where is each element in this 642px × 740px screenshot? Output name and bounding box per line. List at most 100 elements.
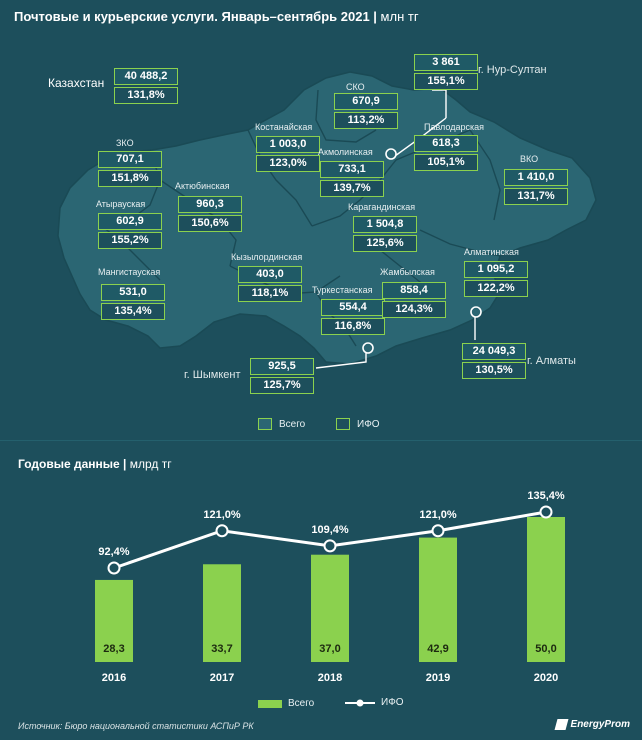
region-ifo: 151,8% — [98, 170, 162, 187]
chart-legend-ifo: ИФО — [345, 697, 404, 708]
page-title: Почтовые и курьерские услуги. Январь–сен… — [14, 9, 419, 24]
region-name-vko: ВКО — [520, 154, 539, 164]
city-name-nur-sultan: г. Нур-Султан — [478, 64, 547, 76]
region-name-turkestan: Туркестанская — [312, 285, 373, 295]
region-name-pavlodar: Павлодарская — [424, 122, 484, 132]
brand-name: EnergyProm — [570, 719, 630, 731]
city-value: 24 049,3 — [462, 343, 526, 360]
legend-swatch-ifo — [336, 418, 351, 430]
ifo-point — [323, 539, 337, 553]
ifo-point — [215, 524, 229, 538]
region-value: 1 410,0 — [504, 169, 568, 186]
region-box-kostanay: 1 003,0 123,0% — [256, 136, 320, 172]
region-ifo: 131,7% — [504, 188, 568, 205]
kazakhstan-ifo: 131,8% — [114, 87, 178, 104]
region-box-zko: 707,1 151,8% — [98, 151, 162, 187]
region-box-vko: 1 410,0 131,7% — [504, 169, 568, 205]
annual-title-unit: млрд тг — [129, 457, 172, 471]
city-name-shymkent: г. Шымкент — [184, 369, 241, 381]
chart-legend-total: Всего — [258, 698, 314, 709]
region-value: 403,0 — [238, 266, 302, 283]
region-name-zko: ЗКО — [116, 138, 134, 148]
region-value: 602,9 — [98, 213, 162, 230]
region-name-kostanay: Костанайская — [255, 122, 313, 132]
bar-value-label: 33,7 — [211, 643, 232, 655]
region-box-mangistau: 531,0 135,4% — [101, 284, 165, 320]
region-value: 733,1 — [320, 161, 384, 178]
region-ifo: 122,2% — [464, 280, 528, 297]
bar-2020 — [527, 517, 565, 662]
ifo-point — [107, 561, 121, 575]
city-box-nur-sultan: 3 861 155,1% — [414, 54, 478, 90]
nur-sultan-marker — [385, 148, 397, 160]
region-ifo: 118,1% — [238, 285, 302, 302]
x-tick-label: 2020 — [534, 672, 558, 684]
annual-title-separator: | — [123, 457, 130, 471]
region-ifo: 113,2% — [334, 112, 398, 129]
bar-value-label: 50,0 — [535, 643, 556, 655]
region-name-karaganda: Карагандинская — [348, 202, 416, 212]
region-box-aktobe: 960,3 150,6% — [178, 196, 242, 232]
region-ifo: 116,8% — [321, 318, 385, 335]
region-box-turkestan: 554,4 116,8% — [321, 299, 385, 335]
almaty-marker — [470, 306, 482, 318]
region-value: 960,3 — [178, 196, 242, 213]
kazakhstan-map: Казахстан 40 488,2 131,8% ЗКО 707,1 151,… — [0, 30, 642, 430]
brand-logo-icon — [554, 719, 569, 730]
region-name-zhambyl: Жамбылская — [380, 267, 435, 277]
ifo-value-label: 121,0% — [203, 509, 241, 521]
map-legend-ifo-label: ИФО — [357, 418, 380, 430]
ifo-point — [431, 524, 445, 538]
legend-bar-swatch — [258, 699, 282, 708]
region-value: 1 095,2 — [464, 261, 528, 278]
title-separator: | — [373, 9, 381, 24]
shymkent-marker — [362, 342, 374, 354]
region-box-kyzylorda: 403,0 118,1% — [238, 266, 302, 302]
chart-legend-ifo-label: ИФО — [381, 697, 404, 708]
kazakhstan-label: Казахстан — [48, 76, 105, 90]
section-divider — [0, 440, 642, 441]
region-name-mangistau: Мангистауская — [98, 267, 161, 277]
chart-legend-total-label: Всего — [288, 698, 315, 709]
region-name-almaty-region: Алматинская — [464, 247, 519, 257]
city-box-almaty: 24 049,3 130,5% — [462, 343, 526, 379]
region-ifo: 135,4% — [101, 303, 165, 320]
legend-swatch-total — [258, 418, 272, 430]
bar-value-label: 37,0 — [319, 643, 340, 655]
region-ifo: 155,2% — [98, 232, 162, 249]
region-value: 670,9 — [334, 93, 398, 110]
footer-source: Источник: Бюро национальной статистики А… — [18, 721, 254, 731]
region-name-kyzylorda: Кызылординская — [231, 252, 303, 262]
city-ifo: 155,1% — [414, 73, 478, 90]
bar-2017 — [203, 564, 241, 662]
bar-value-label: 28,3 — [103, 643, 124, 655]
region-ifo: 124,3% — [382, 301, 446, 318]
region-ifo: 105,1% — [414, 154, 478, 171]
x-tick-label: 2018 — [318, 672, 342, 684]
region-box-pavlodar: 618,3 105,1% — [414, 135, 478, 171]
region-ifo: 139,7% — [320, 180, 384, 197]
city-value: 925,5 — [250, 358, 314, 375]
region-value: 531,0 — [101, 284, 165, 301]
annual-title: Годовые данные | млрд тг — [18, 457, 172, 471]
region-value: 1 504,8 — [353, 216, 417, 233]
region-value: 707,1 — [98, 151, 162, 168]
region-box-atyrau: 602,9 155,2% — [98, 213, 162, 249]
annual-title-text: Годовые данные — [18, 457, 120, 471]
region-box-karaganda: 1 504,8 125,6% — [353, 216, 417, 252]
map-legend-ifo: ИФО — [336, 418, 380, 430]
city-name-almaty: г. Алматы — [527, 355, 576, 367]
city-box-shymkent: 925,5 125,7% — [250, 358, 314, 394]
region-ifo: 125,6% — [353, 235, 417, 252]
region-box-sko: 670,9 113,2% — [334, 93, 398, 129]
region-value: 1 003,0 — [256, 136, 320, 153]
region-value: 618,3 — [414, 135, 478, 152]
footer-brand: EnergyProm — [554, 719, 630, 731]
map-legend: Всего ИФО — [258, 418, 408, 433]
region-box-akmola: 733,1 139,7% — [320, 161, 384, 197]
region-ifo: 150,6% — [178, 215, 242, 232]
bar-value-label: 42,9 — [427, 643, 448, 655]
city-value: 3 861 — [414, 54, 478, 71]
legend-line-swatch — [345, 699, 376, 706]
annual-chart: 28,3 2016 33,7 2017 37,0 2018 42,9 2019 50,0 2020… — [95, 490, 565, 684]
